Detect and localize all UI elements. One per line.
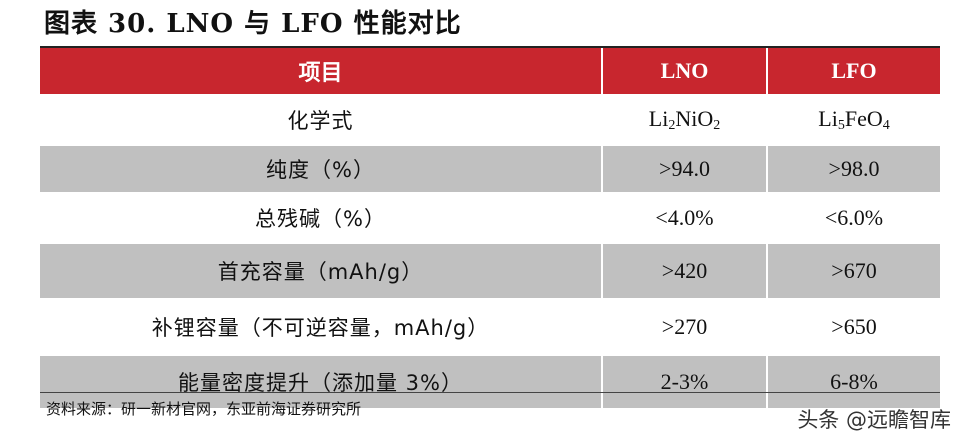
table-row: 化学式 Li2NiO2 Li5FeO4: [40, 95, 940, 146]
table-row: 总残碱（%） <4.0% <6.0%: [40, 193, 940, 244]
lno-value: >270: [602, 299, 768, 356]
lfo-value: 6-8%: [767, 355, 940, 410]
lno-formula: Li2NiO2: [602, 95, 768, 146]
row-label: 纯度（%）: [40, 145, 603, 194]
lno-value: 2-3%: [602, 355, 768, 410]
header-lno: LNO: [602, 48, 768, 96]
lno-value: >94.0: [602, 145, 768, 194]
lfo-value: >98.0: [767, 145, 940, 194]
row-label: 总残碱（%）: [40, 193, 603, 244]
row-label: 能量密度提升（添加量 3%）: [40, 355, 603, 410]
comparison-table: 项目 LNO LFO 化学式 Li2NiO2 Li5FeO4 纯度（%） >94…: [40, 48, 940, 410]
lfo-formula: Li5FeO4: [767, 95, 940, 146]
header-item: 项目: [40, 48, 603, 96]
lfo-value: >650: [767, 299, 940, 356]
table-row: 补锂容量（不可逆容量，mAh/g） >270 >650: [40, 299, 940, 356]
row-label: 首充容量（mAh/g）: [40, 243, 603, 300]
table-row: 纯度（%） >94.0 >98.0: [40, 145, 940, 194]
lfo-value: >670: [767, 243, 940, 300]
source-note: 资料来源：研一新材官网，东亚前海证券研究所: [46, 400, 362, 418]
row-label: 化学式: [40, 95, 603, 146]
top-rule: [40, 46, 940, 48]
bottom-rule: [40, 392, 940, 393]
table-row: 能量密度提升（添加量 3%） 2-3% 6-8%: [40, 355, 940, 410]
lno-value: <4.0%: [602, 193, 768, 244]
table-row: 首充容量（mAh/g） >420 >670: [40, 243, 940, 300]
lno-value: >420: [602, 243, 768, 300]
header-lfo: LFO: [767, 48, 940, 96]
figure-title: 图表 30. LNO 与 LFO 性能对比: [44, 9, 462, 39]
lfo-value: <6.0%: [767, 193, 940, 244]
watermark: 头条 @远瞻智库: [797, 408, 951, 432]
row-label: 补锂容量（不可逆容量，mAh/g）: [40, 299, 603, 356]
header-row: 项目 LNO LFO: [40, 48, 940, 96]
